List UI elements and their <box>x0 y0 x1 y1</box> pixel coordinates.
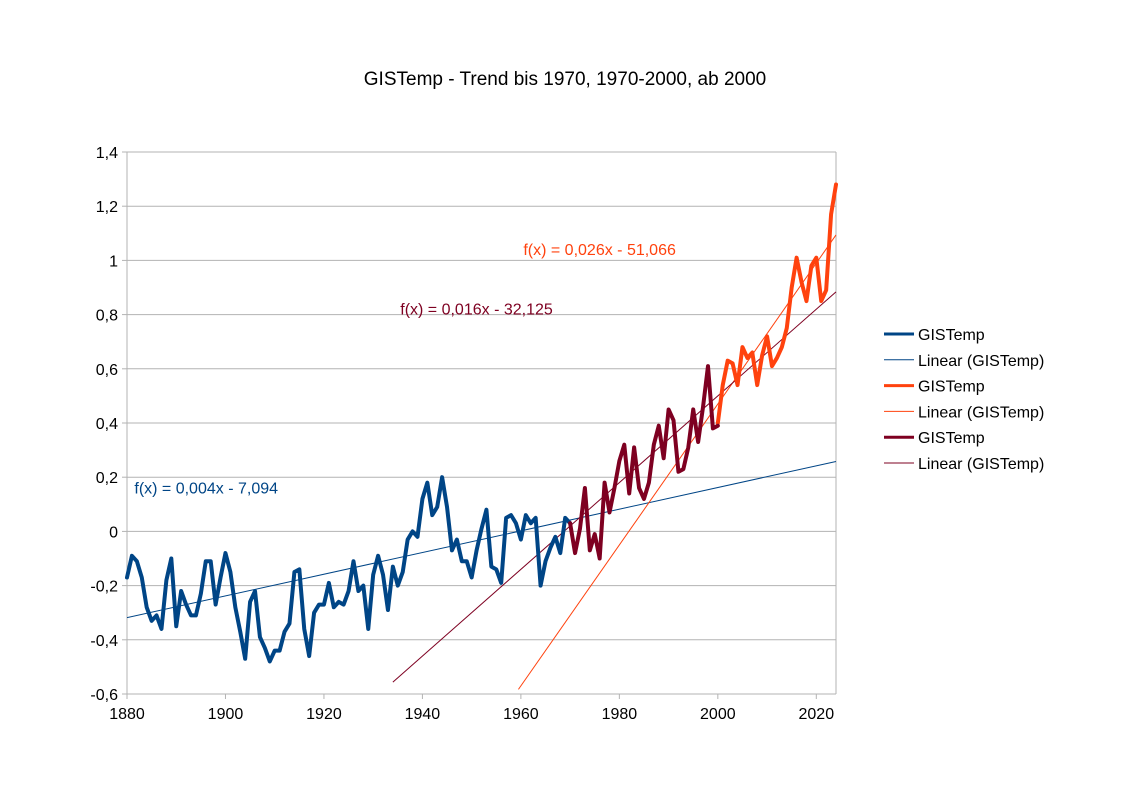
gridlines <box>127 151 836 695</box>
y-tick-label: 1,2 <box>96 199 118 216</box>
y-tick-label: 1 <box>109 253 118 270</box>
x-tick-label: 2000 <box>700 706 736 723</box>
x-tick-label: 1940 <box>405 706 441 723</box>
y-tick-label: -0,6 <box>90 687 118 704</box>
axes: -0,6 -0,4 -0,2 0 0,2 0,4 0,6 0,8 1 1,2 1,4 1880 1900… <box>90 145 837 723</box>
x-tick-label: 1880 <box>109 706 145 723</box>
legend-label: GISTemp <box>918 430 985 447</box>
y-tick-label: 0,4 <box>96 416 118 433</box>
y-tick-label: 0,8 <box>96 308 118 325</box>
legend-label: GISTemp <box>918 379 985 396</box>
data-series-3 <box>568 364 720 561</box>
x-tick-label: 1900 <box>208 706 244 723</box>
y-tick-label: 1,4 <box>96 145 118 162</box>
chart-title: GISTemp - Trend bis 1970, 1970-2000, ab … <box>364 69 766 90</box>
y-tick-label: 0,2 <box>96 470 118 487</box>
legend-label: Linear (GISTemp) <box>918 456 1044 473</box>
x-tick-label: 1920 <box>306 706 342 723</box>
x-tick-label: 1980 <box>602 706 638 723</box>
trend-equations: f(x) = 0,004x - 7,094 f(x) = 0,016x - 32,… <box>134 242 676 497</box>
data-series-1 <box>125 475 573 664</box>
legend-label: GISTemp <box>918 327 985 344</box>
legend: GISTemp Linear (GISTemp) GISTemp Linear (GI… <box>884 327 1044 473</box>
y-tick-label: 0 <box>109 524 118 541</box>
x-tick-label: 1960 <box>503 706 539 723</box>
trend-equation-1: f(x) = 0,004x - 7,094 <box>134 480 278 497</box>
y-tick-label: 0,6 <box>96 362 118 379</box>
data-lines <box>125 182 838 664</box>
y-tick-label: -0,4 <box>90 633 118 650</box>
trend-line-1 <box>126 460 837 619</box>
legend-label: Linear (GISTemp) <box>918 404 1044 421</box>
data-series-2 <box>715 182 838 425</box>
x-tick-label: 2020 <box>799 706 835 723</box>
legend-label: Linear (GISTemp) <box>918 353 1044 370</box>
trend-equation-3: f(x) = 0,026x - 51,066 <box>523 242 676 259</box>
y-tick-label: -0,2 <box>90 579 118 596</box>
trend-equation-2: f(x) = 0,016x - 32,125 <box>400 302 553 319</box>
